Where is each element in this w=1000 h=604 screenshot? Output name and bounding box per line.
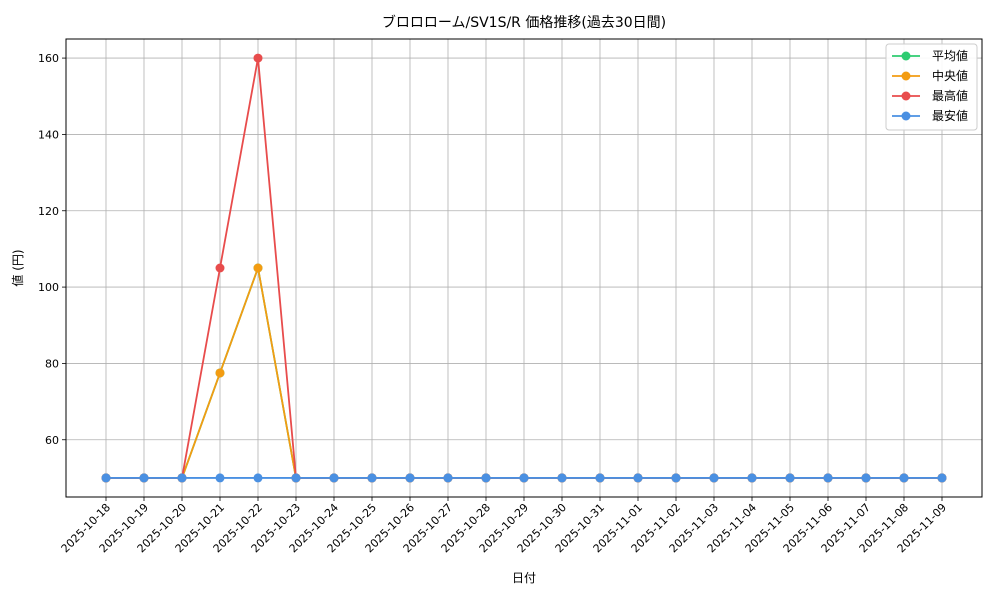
y-axis-label: 値 (円)	[10, 249, 25, 286]
data-point	[291, 473, 301, 483]
data-point	[519, 473, 529, 483]
data-point	[481, 473, 491, 483]
data-point	[557, 473, 567, 483]
data-point	[215, 473, 225, 483]
data-point	[709, 473, 719, 483]
data-point	[937, 473, 947, 483]
data-point	[329, 473, 339, 483]
data-point	[367, 473, 377, 483]
data-point	[671, 473, 681, 483]
y-tick-label: 120	[38, 205, 59, 218]
data-point	[139, 473, 149, 483]
data-point	[443, 473, 453, 483]
legend-marker	[901, 91, 911, 101]
y-tick-label: 60	[45, 434, 59, 447]
data-point	[633, 473, 643, 483]
y-tick-label: 140	[38, 128, 59, 141]
legend-label: 最高値	[932, 88, 968, 103]
series	[101, 53, 947, 483]
legend-marker	[901, 111, 911, 121]
legend-label: 中央値	[932, 68, 968, 83]
legend-label: 平均値	[932, 48, 968, 63]
y-tick-label: 100	[38, 281, 59, 294]
chart-title: ブロロローム/SV1S/R 価格推移(過去30日間)	[382, 14, 666, 31]
data-point	[253, 263, 263, 273]
grid	[66, 39, 982, 497]
data-point	[253, 53, 263, 63]
data-point	[101, 473, 111, 483]
legend-marker	[901, 71, 911, 81]
data-point	[747, 473, 757, 483]
data-point	[785, 473, 795, 483]
data-point	[823, 473, 833, 483]
y-tick-label: 80	[45, 357, 59, 370]
data-point	[215, 263, 225, 273]
data-point	[899, 473, 909, 483]
data-point	[861, 473, 871, 483]
x-axis-label: 日付	[512, 571, 536, 585]
data-point	[595, 473, 605, 483]
legend-box	[885, 43, 978, 131]
series-group	[101, 473, 947, 483]
y-tick-label: 160	[38, 52, 59, 65]
plot-frame	[65, 38, 983, 498]
data-point	[215, 368, 225, 378]
data-point	[177, 473, 187, 483]
data-point	[253, 473, 263, 483]
data-point	[405, 473, 415, 483]
legend-label: 最安値	[932, 108, 968, 123]
legend-marker	[901, 51, 911, 61]
